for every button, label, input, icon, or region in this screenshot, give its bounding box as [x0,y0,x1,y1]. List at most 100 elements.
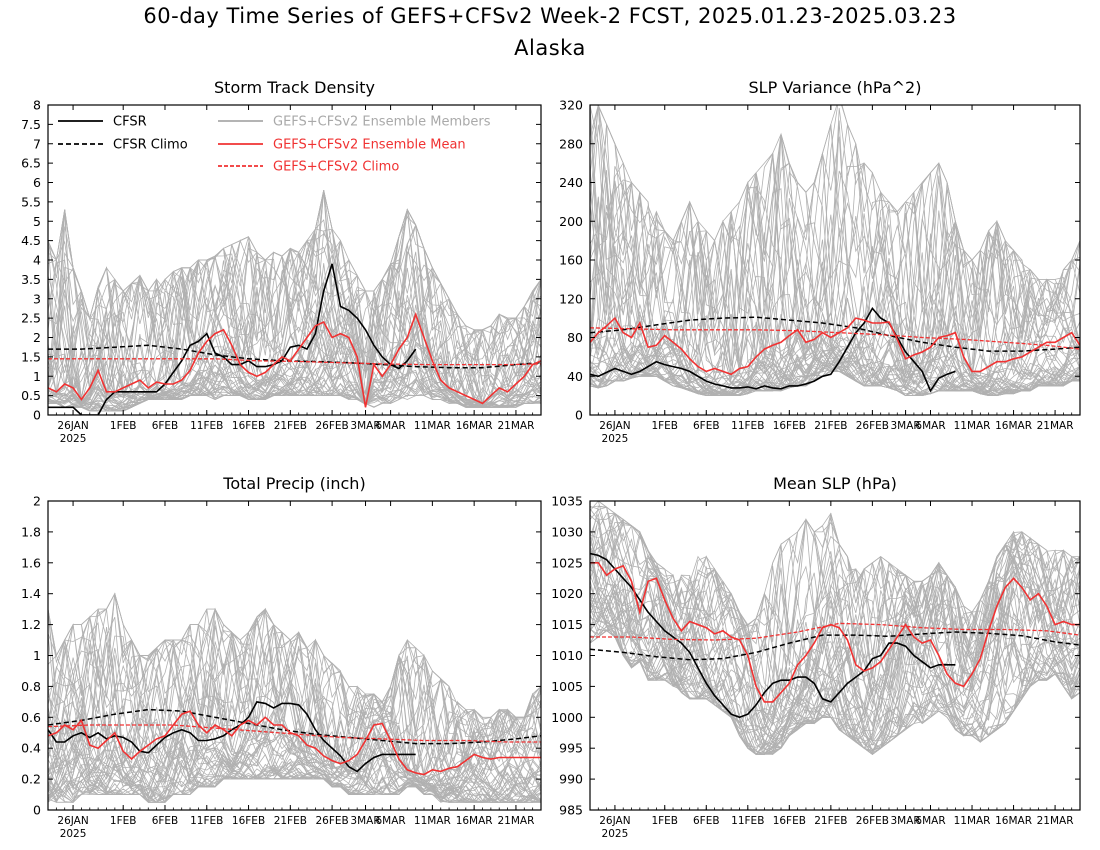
y-tick-label: 1.8 [21,524,41,539]
ensemble-member-line [48,208,541,409]
series-line-cfsr [48,263,417,415]
series-line-red_clim [590,622,1080,641]
figure-title: 60-day Time Series of GEFS+CFSv2 Week-2 … [143,4,957,28]
y-tick-label: 7.5 [21,117,41,132]
ensemble-member-line [590,512,1080,712]
y-tick-label: 0 [575,408,583,423]
series-line-cfsr_clim [48,708,541,745]
x-tick-label: 11MAR [954,420,991,432]
x-tick-label: 21FEB [814,420,847,432]
x-tick-label: 16FEB [773,815,806,827]
ensemble-member-line [48,209,541,408]
ensemble-member-line [590,105,1080,392]
y-tick-label: 0.6 [21,710,41,725]
y-tick-label: 0 [33,803,41,818]
x-tick-label: 11FEB [731,815,764,827]
y-tick-label: 0.4 [21,741,41,756]
y-tick-label: 1015 [551,617,583,632]
ensemble-member-line [48,624,541,803]
figure-subtitle: Alaska [514,36,586,60]
y-tick-label: 1 [33,648,41,663]
x-tick-label: 1FEB [651,420,678,432]
plot-area-0 [48,190,541,415]
x-tick-label: 11MAR [414,815,451,827]
x-tick-label: 11FEB [190,420,223,432]
ensemble-member-line [590,187,1080,383]
y-tick-label: 200 [559,214,583,229]
ensemble-member-line [590,518,1080,714]
ensemble-member-line [48,631,541,803]
y-tick-label: 990 [559,772,583,787]
x-tick-label: 26FEB [856,420,889,432]
x-tick-label: 3MAR [890,815,920,827]
x-tick-label: 1FEB [110,420,137,432]
y-tick-label: 5.5 [21,194,41,209]
x-tick-label: 26JAN [599,815,630,827]
ensemble-member-line [48,707,541,803]
x-tick-label: 26FEB [315,815,348,827]
x-tick-label: 6MAR [915,815,945,827]
legend-label: CFSR Climo [113,138,188,153]
y-tick-label: 120 [559,291,583,306]
ensemble-member-line [48,228,541,407]
ensemble-member-line [590,518,1080,700]
series-line-red_clim [590,327,1080,350]
ensemble-members-1 [590,105,1080,397]
y-tick-label: 985 [559,803,583,818]
ensemble-member-line [48,639,541,803]
y-tick-label: 1020 [551,586,583,601]
ensemble-member-line [590,124,1080,389]
ensemble-member-line [48,369,541,408]
ensemble-member-line [48,208,541,412]
ensemble-member-line [590,534,1080,755]
x-tick-label: 11FEB [190,815,223,827]
x-tick-label: 6MAR [915,420,945,432]
x-tick-label: 16FEB [232,815,265,827]
ensemble-member-line [590,547,1080,753]
x-tick-sublabel: 2025 [602,828,629,840]
x-tick-sublabel: 2025 [60,828,87,840]
ensemble-member-line [48,709,541,803]
y-tick-label: 1.2 [21,617,41,632]
x-tick-label: 3MAR [350,815,380,827]
chart-panel-2: Total Precip (inch) 0 0.2 0.4 0.6 0.8 1 1.2 1.4 1… [21,474,542,840]
ensemble-member-line [48,637,541,803]
series-line-cfsr_clim [590,631,1080,661]
ensemble-member-line [590,282,1080,394]
ensemble-member-line [590,134,1080,387]
x-tick-label: 21MAR [497,815,534,827]
series-line-cfsr [590,552,956,719]
y-tick-label: 6 [33,175,41,190]
ensemble-members-0 [48,190,541,412]
ensemble-member-line [48,608,541,786]
y-tick-label: 1000 [551,710,583,725]
ensemble-member-line [48,608,541,803]
ensemble-member-line [48,259,541,403]
series-line-ens_mean [48,311,541,408]
y-tick-label: 160 [559,253,583,268]
x-tick-label: 21FEB [274,815,307,827]
x-tick-label: 16MAR [995,815,1032,827]
y-tick-label: 4 [33,253,41,268]
y-tick-label: 5 [33,214,41,229]
y-tick-label: 280 [559,136,583,151]
ensemble-members-2 [48,592,541,804]
legend-label: GEFS+CFSv2 Climo [273,160,399,175]
y-tick-label: 7 [33,136,41,151]
y-tick-label: 8 [33,98,41,113]
x-tick-sublabel: 2025 [60,433,87,445]
x-tick-label: 26FEB [856,815,889,827]
x-tick-label: 26JAN [57,815,88,827]
chart-title-1: SLP Variance (hPa^2) [749,78,922,97]
y-tick-label: 2 [33,330,41,345]
ensemble-member-line [48,208,541,408]
ensemble-member-line [590,568,1080,744]
x-tick-label: 6FEB [693,420,720,432]
y-tick-label: 995 [559,741,583,756]
series-line-cfsr_clim [48,344,541,369]
ensemble-member-line [48,236,541,406]
chart-title-0: Storm Track Density [214,78,375,97]
y-tick-label: 40 [567,369,583,384]
ensemble-member-line [590,124,1080,397]
y-tick-label: 1025 [551,555,583,570]
